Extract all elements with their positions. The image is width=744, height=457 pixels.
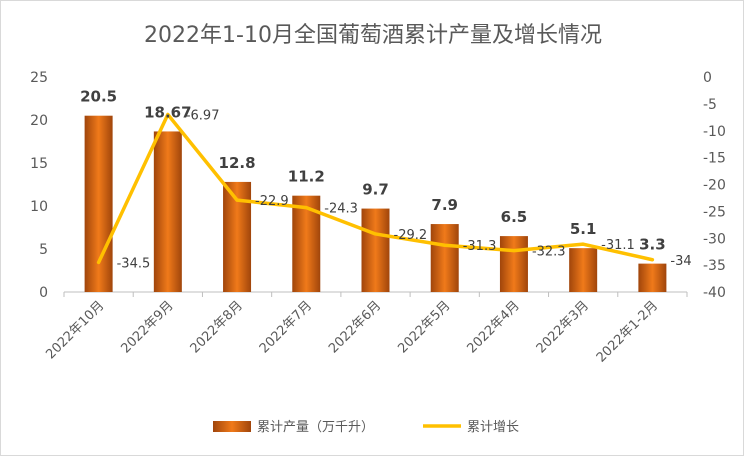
line-data-label: -6.97 bbox=[186, 108, 220, 123]
line-data-label: -34 bbox=[670, 254, 691, 269]
bar-data-label: 9.7 bbox=[362, 181, 389, 199]
right-tick-label: 0 bbox=[703, 70, 712, 86]
right-tick-label: -15 bbox=[703, 151, 726, 167]
x-tick-label: 2022年1-2月 bbox=[594, 298, 661, 365]
bar bbox=[569, 248, 598, 292]
bar-series bbox=[84, 115, 667, 292]
left-axis: 0 5 10 15 20 25 bbox=[30, 70, 48, 301]
line-data-label: -29.2 bbox=[394, 228, 428, 243]
x-tick-label: 2022年9月 bbox=[118, 298, 176, 356]
left-tick-label: 25 bbox=[30, 70, 48, 86]
bar-data-label: 20.5 bbox=[80, 88, 117, 106]
line-data-label: -31.3 bbox=[463, 239, 497, 254]
right-tick-label: -5 bbox=[703, 97, 717, 113]
legend-label-line: 累计增长 bbox=[467, 420, 519, 435]
right-tick-label: -40 bbox=[703, 285, 726, 301]
bar-data-label: 7.9 bbox=[431, 196, 458, 214]
right-tick-label: -30 bbox=[703, 231, 726, 247]
bar-data-labels: 20.5 18.67 12.8 11.2 9.7 7.9 6.5 5.1 3.3 bbox=[80, 88, 666, 254]
right-tick-label: -10 bbox=[703, 124, 726, 140]
bar bbox=[638, 263, 667, 292]
x-tick-label: 2022年7月 bbox=[257, 298, 315, 356]
x-tick-labels: 2022年10月 2022年9月 2022年8月 2022年7月 2022年6月 2022… bbox=[43, 292, 688, 366]
left-tick-label: 0 bbox=[39, 285, 48, 301]
bar-data-label: 6.5 bbox=[501, 208, 528, 226]
line-data-label: -32.3 bbox=[532, 245, 566, 260]
line-data-labels: -34.5 -6.97 -22.9 -24.3 -29.2 -31.3 -32.3 -31.1… bbox=[117, 108, 692, 271]
line-data-label: -22.9 bbox=[255, 194, 289, 209]
line-data-label: -31.1 bbox=[601, 238, 635, 253]
growth-line bbox=[96, 112, 655, 265]
bar-data-label: 3.3 bbox=[639, 236, 666, 254]
x-tick-label: 2022年5月 bbox=[395, 298, 453, 356]
x-tick-label: 2022年4月 bbox=[465, 298, 523, 356]
legend-swatch-bar bbox=[213, 421, 251, 432]
x-tick-label: 2022年10月 bbox=[43, 298, 107, 362]
bar-data-label: 18.67 bbox=[144, 103, 191, 121]
legend: 累计产量（万千升） 累计增长 bbox=[213, 420, 519, 435]
right-axis: 0 -5 -10 -15 -20 -25 -30 -35 -40 bbox=[703, 70, 726, 301]
chart-title: 2022年1-10月全国葡萄酒累计产量及增长情况 bbox=[144, 23, 602, 48]
line-series bbox=[96, 112, 655, 265]
left-tick-label: 10 bbox=[30, 199, 48, 215]
right-tick-label: -20 bbox=[703, 178, 726, 194]
bar-data-label: 11.2 bbox=[288, 168, 325, 186]
left-tick-label: 15 bbox=[30, 156, 48, 172]
left-tick-label: 20 bbox=[30, 113, 48, 129]
bar bbox=[361, 208, 390, 292]
right-tick-label: -25 bbox=[703, 204, 726, 220]
left-tick-label: 5 bbox=[39, 242, 48, 258]
right-tick-label: -35 bbox=[703, 258, 726, 274]
bar-data-label: 12.8 bbox=[219, 154, 256, 172]
x-tick-label: 2022年8月 bbox=[188, 298, 246, 356]
legend-label-bar: 累计产量（万千升） bbox=[257, 420, 374, 435]
bar bbox=[153, 131, 182, 292]
x-tick-label: 2022年6月 bbox=[326, 298, 384, 356]
bar bbox=[499, 236, 528, 292]
bar-data-label: 5.1 bbox=[570, 220, 597, 238]
line-data-label: -34.5 bbox=[117, 256, 151, 271]
x-tick-label: 2022年3月 bbox=[534, 298, 592, 356]
bar bbox=[84, 115, 113, 292]
line-data-label: -24.3 bbox=[324, 202, 358, 217]
bar bbox=[430, 224, 459, 292]
